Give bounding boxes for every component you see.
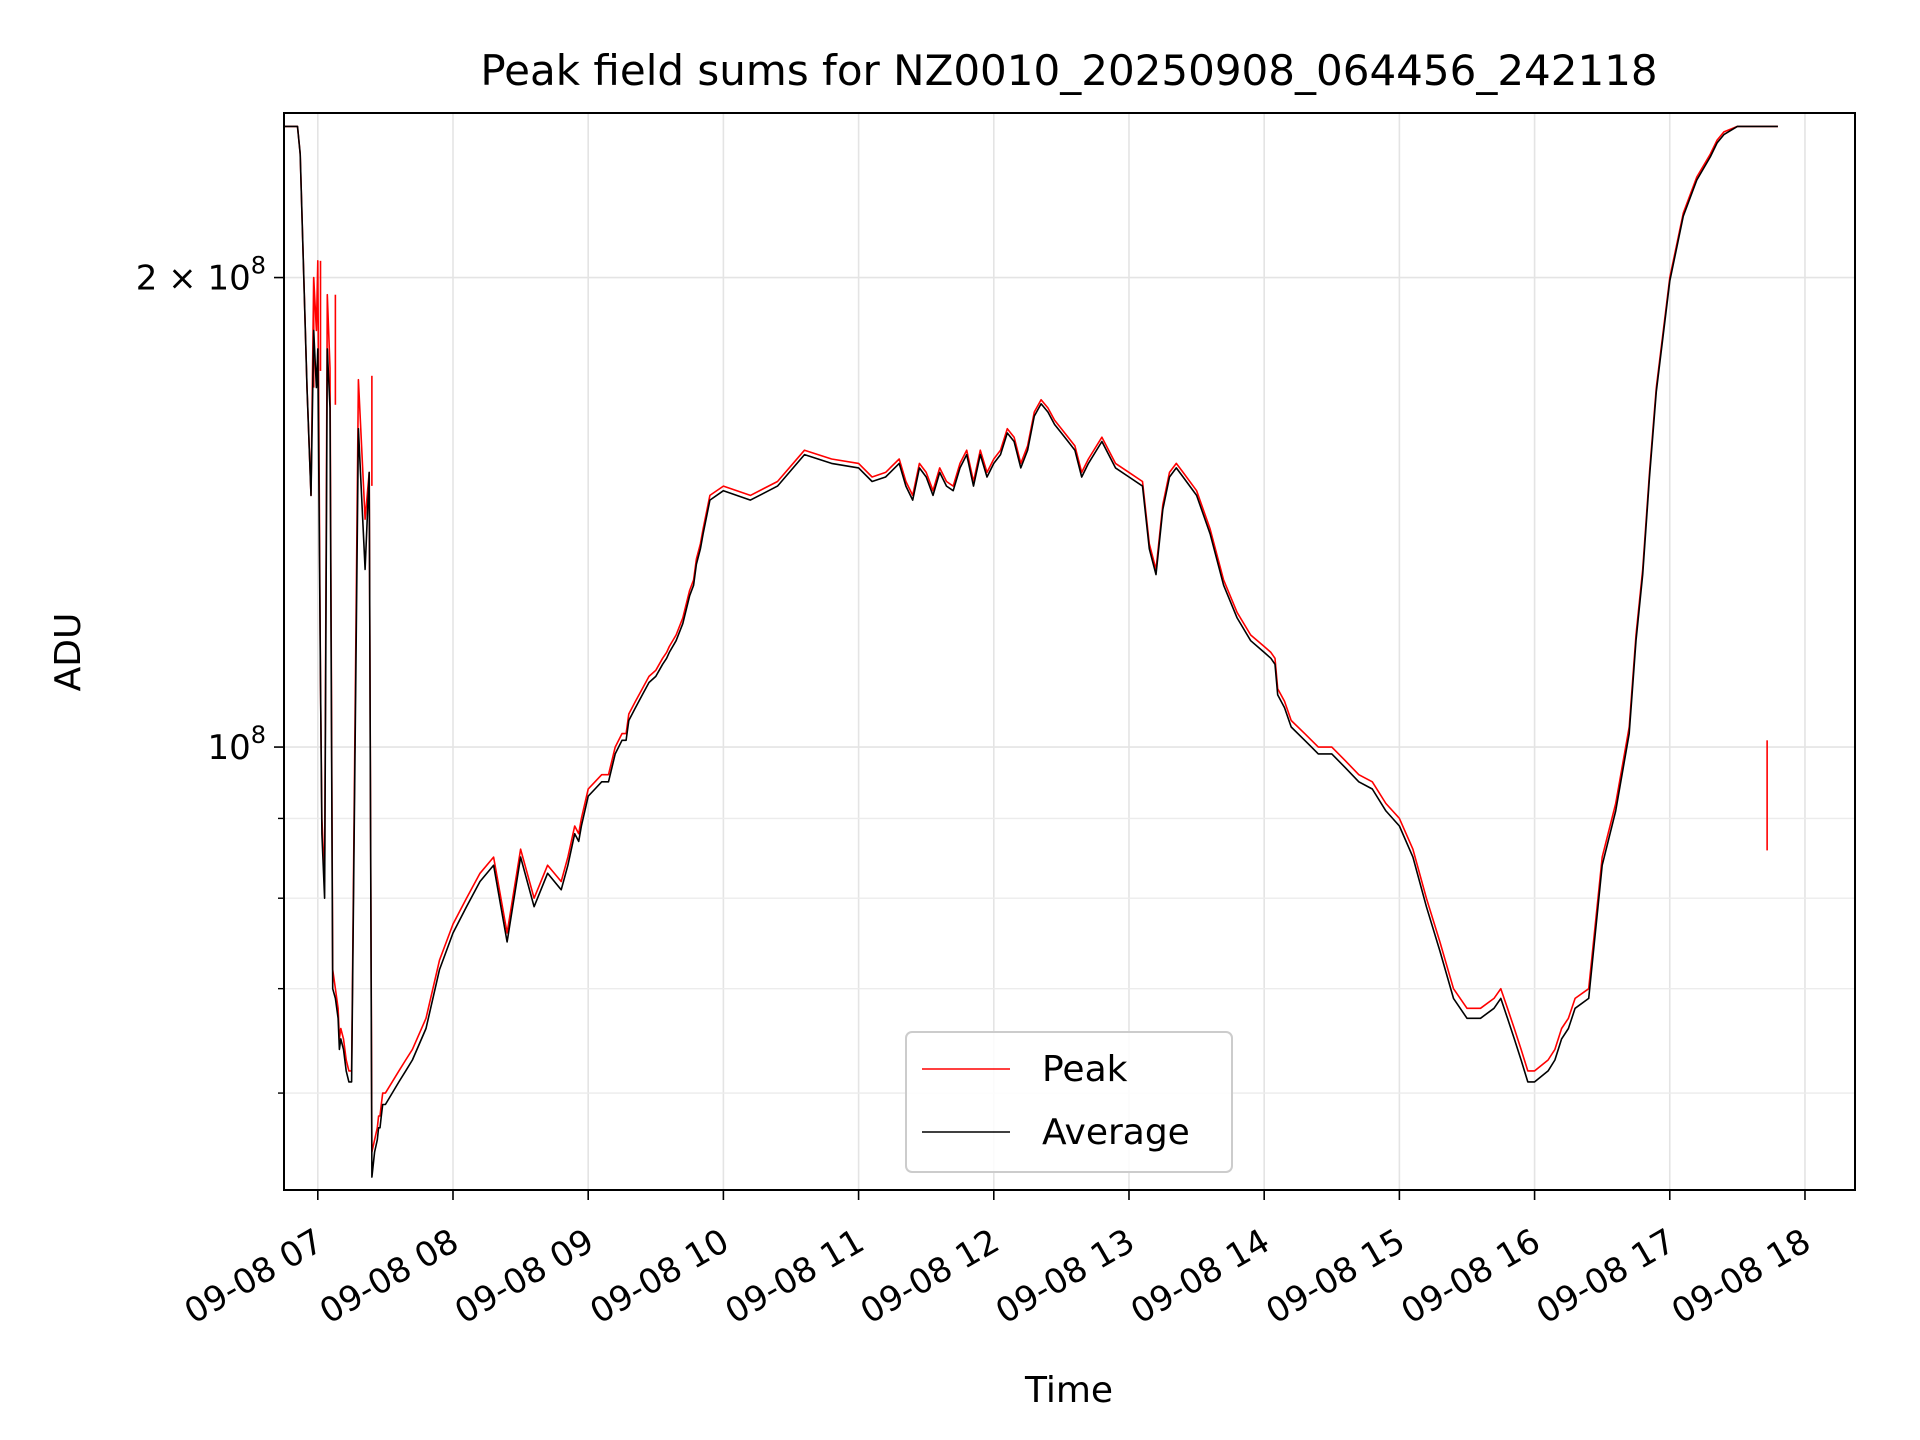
legend-peak-label: Peak: [1042, 1049, 1128, 1090]
grid: [284, 113, 1855, 1190]
legend-average-label: Average: [1042, 1112, 1190, 1153]
y-tick-label: 108: [207, 721, 266, 768]
y-axis-label: ADU: [48, 613, 89, 692]
series-layer: [284, 125, 1778, 1178]
legend: Peak Average: [905, 1031, 1233, 1173]
plot-frame: [283, 112, 1856, 1191]
y-tick-label: 2 × 108: [136, 252, 266, 299]
series-average-line: [284, 125, 1778, 1178]
series-peak-line: [284, 125, 1778, 1153]
legend-box: [905, 1031, 1233, 1173]
y-axis-ticks: 108 2 × 108: [136, 252, 284, 1094]
x-axis-label: Time: [1024, 1370, 1113, 1411]
chart-title: Peak field sums for NZ0010_20250908_0644…: [480, 46, 1657, 95]
